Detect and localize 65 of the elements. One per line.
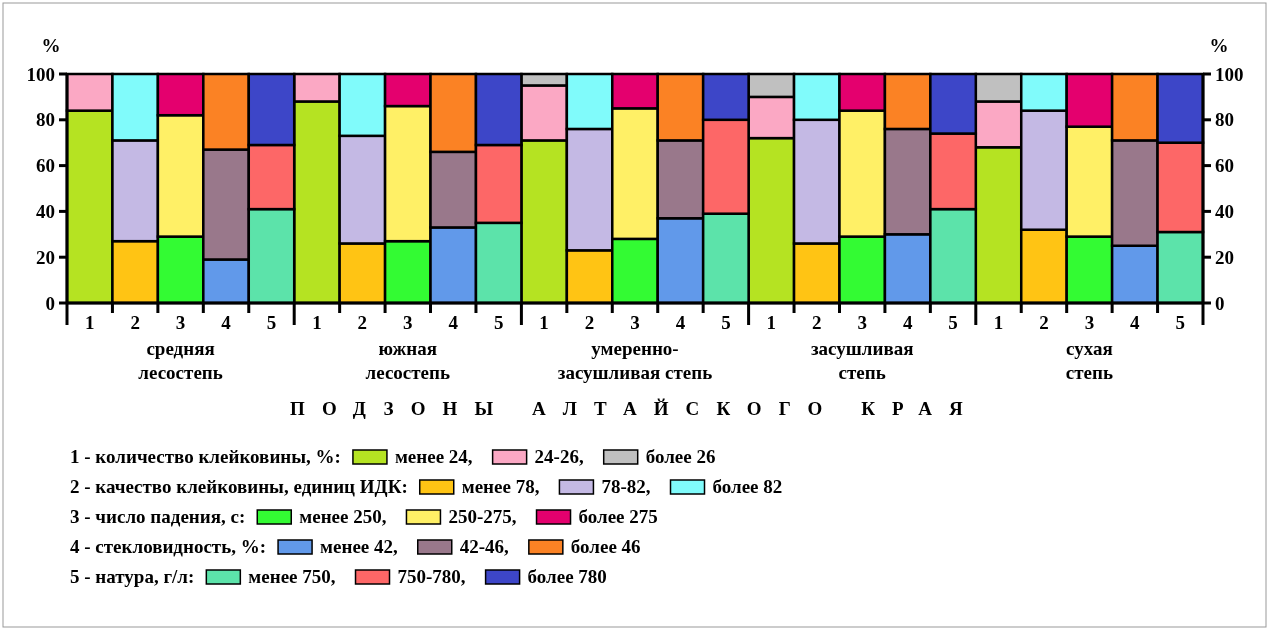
x-tick-label: 4 (448, 312, 459, 333)
x-tick-label: 1 (539, 312, 549, 333)
x-tick-label: 3 (175, 312, 186, 333)
y2-tick-label: 60 (1215, 155, 1234, 177)
x-tick-label: 3 (630, 312, 640, 333)
y2-tick-label: 20 (1215, 246, 1234, 268)
x-tick-label: 1 (766, 312, 777, 333)
text: южная лесостепь (365, 338, 451, 383)
x-tick-label: 1 (312, 312, 322, 333)
text: засушливая степь (810, 338, 914, 383)
text: 5 - натура, г/л: (70, 566, 195, 587)
x-tick-label: 5 (266, 312, 277, 333)
text: сухая степь (1065, 338, 1113, 383)
x-tick-label: 2 (357, 312, 368, 333)
text: 3 - число падения, с: (70, 506, 246, 527)
y2-tick-label: 0 (1215, 292, 1225, 314)
legend-label: менее 78, (461, 476, 540, 497)
x-tick-label: 5 (1175, 312, 1186, 333)
y2-axis-title: % (1209, 35, 1229, 56)
legend-label: менее 24, (394, 446, 473, 467)
legend-label: 250-275, (448, 506, 517, 527)
y2-tick-label: 40 (1215, 201, 1234, 223)
text: средняя лесостепь (138, 338, 223, 383)
legend-label: менее 750, (248, 566, 336, 587)
x-tick-label: 2 (130, 312, 140, 333)
y2-tick-label: 100 (1215, 63, 1244, 85)
y-tick-label: 80 (36, 109, 55, 131)
x-tick-label: 4 (902, 312, 913, 333)
x-tick-label: 2 (584, 312, 595, 333)
x-tick-label: 1 (993, 312, 1004, 333)
text: умеренно- засушливая степь (557, 338, 713, 383)
text: 2 - качество клейковины, единиц ИДК: (70, 476, 408, 497)
legend-label: более 275 (578, 506, 658, 527)
y-tick-label: 0 (45, 292, 55, 314)
y-axis-title: % (41, 35, 61, 56)
x-tick-label: 4 (221, 312, 232, 333)
x-axis-title: ПОДЗОНЫ АЛТАЙСКОГО КРАЯ (290, 398, 980, 419)
y-tick-label: 60 (36, 155, 55, 177)
text: 1 - количество клейковины, %: (70, 446, 341, 467)
text: 4 - стекловидность, %: (70, 536, 267, 557)
x-tick-label: 3 (857, 312, 867, 333)
y-tick-label: 40 (36, 201, 55, 223)
x-tick-label: 2 (812, 312, 822, 333)
legend-label: более 46 (570, 536, 641, 557)
y2-tick-label: 80 (1215, 109, 1234, 131)
legend-label: менее 250, (299, 506, 387, 527)
x-tick-label: 4 (675, 312, 686, 333)
legend-label: 42-46, (459, 536, 510, 557)
x-tick-label: 5 (948, 312, 958, 333)
x-tick-label: 2 (1039, 312, 1049, 333)
y-tick-label: 100 (26, 63, 55, 85)
legend-label: более 82 (712, 476, 783, 497)
y-tick-label: 20 (36, 246, 55, 268)
x-tick-label: 3 (1084, 312, 1095, 333)
x-tick-label: 4 (1130, 312, 1141, 333)
x-tick-label: 1 (84, 312, 95, 333)
legend-label: более 26 (645, 446, 716, 467)
x-tick-label: 3 (403, 312, 413, 333)
x-tick-label: 5 (721, 312, 731, 333)
legend-label: более 780 (527, 566, 607, 587)
x-tick-label: 5 (493, 312, 504, 333)
legend-label: 24-26, (534, 446, 584, 467)
legend-label: менее 42, (320, 536, 399, 557)
legend-label: 750-780, (397, 566, 466, 587)
legend-label: 78-82, (601, 476, 651, 497)
